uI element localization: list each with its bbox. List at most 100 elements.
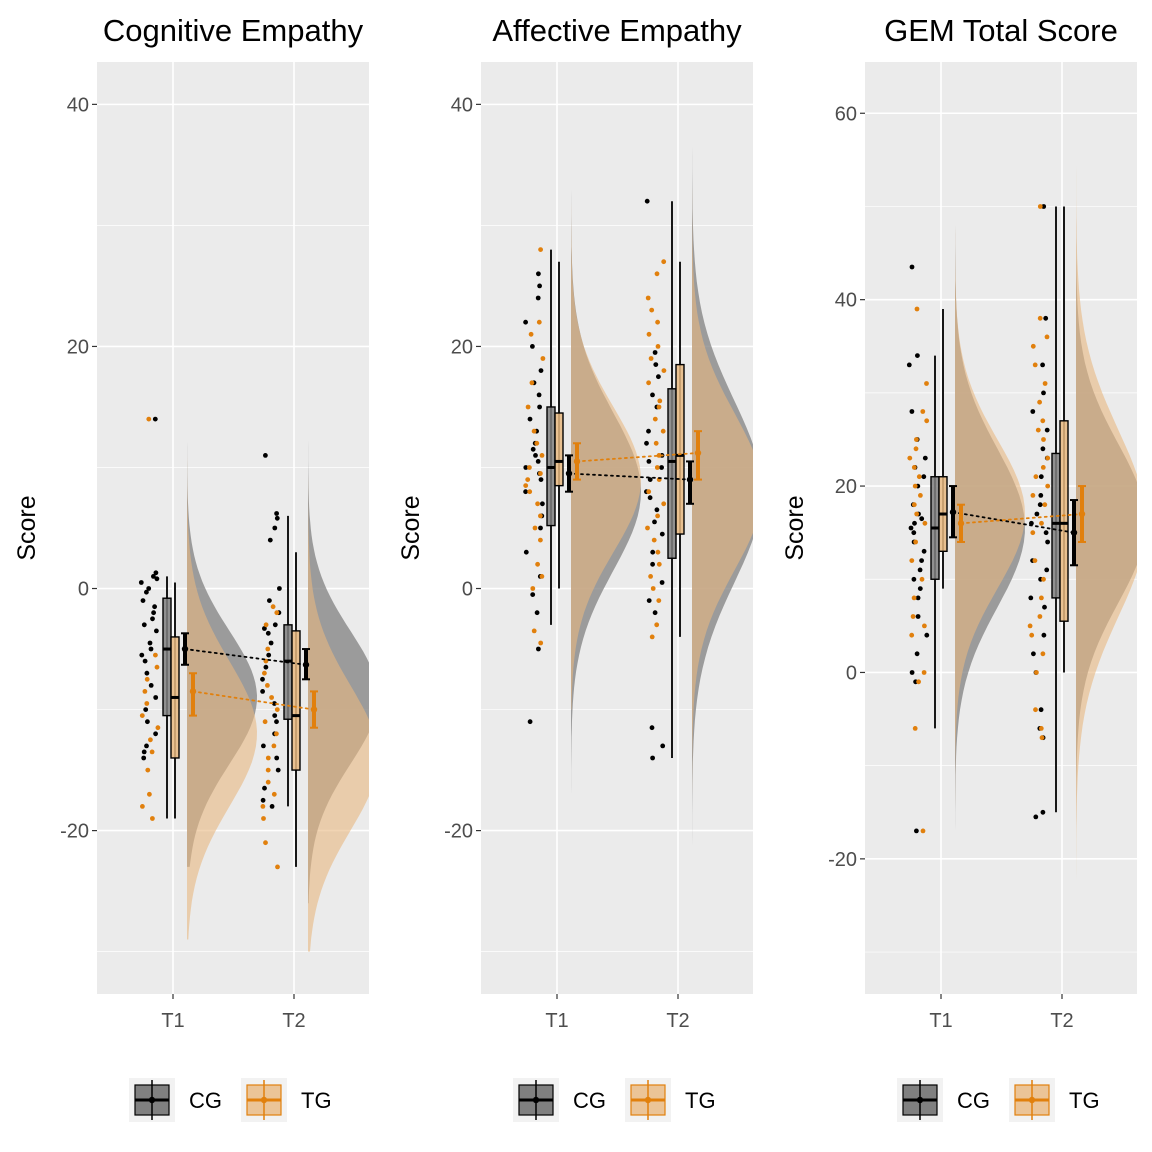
tg-data-point bbox=[540, 356, 546, 361]
mean-point bbox=[957, 520, 965, 527]
cg-data-point bbox=[653, 362, 659, 367]
cg-data-point bbox=[145, 719, 150, 725]
legend-label-cg: CG bbox=[957, 1088, 990, 1113]
cg-data-point bbox=[530, 592, 536, 597]
tg-data-point bbox=[528, 331, 534, 337]
tg-data-point bbox=[661, 368, 667, 373]
tg-data-point bbox=[532, 525, 538, 531]
cg-data-point bbox=[154, 628, 159, 634]
cg-data-point bbox=[536, 392, 542, 398]
tg-data-point bbox=[527, 489, 533, 495]
tg-data-point bbox=[262, 719, 268, 725]
cg-data-point bbox=[644, 440, 649, 446]
tg-data-point bbox=[655, 513, 660, 519]
legend-label-tg: TG bbox=[301, 1088, 332, 1113]
cg-mean-markers bbox=[565, 454, 694, 505]
box bbox=[162, 597, 172, 717]
tg-data-point bbox=[914, 437, 919, 442]
cg-data-point bbox=[269, 804, 275, 809]
tg-mean-connector bbox=[192, 690, 315, 711]
tg-data-point bbox=[265, 767, 271, 773]
tg-data-point bbox=[261, 816, 266, 821]
tg-boxplots bbox=[554, 261, 685, 637]
tg-data-point bbox=[661, 259, 667, 265]
tg-data-point bbox=[154, 664, 160, 670]
tg-data-point bbox=[147, 791, 152, 797]
cg-data-point bbox=[922, 455, 928, 461]
tg-density-cloud bbox=[308, 406, 369, 952]
tg-data-point bbox=[1044, 334, 1050, 340]
tg-data-point bbox=[657, 398, 663, 404]
cg-data-point bbox=[151, 610, 157, 616]
cg-data-point bbox=[1041, 390, 1046, 396]
tg-data-point bbox=[653, 440, 659, 446]
cg-data-point bbox=[1040, 809, 1046, 815]
tg-data-point bbox=[270, 604, 276, 610]
tg-data-point bbox=[918, 493, 923, 498]
cg-data-point bbox=[150, 616, 155, 622]
box bbox=[1059, 420, 1069, 622]
tg-data-point bbox=[1039, 735, 1045, 741]
tg-data-point bbox=[909, 558, 915, 563]
tg-data-point bbox=[648, 356, 654, 361]
cg-data-point bbox=[523, 549, 529, 555]
tg-data-point bbox=[652, 416, 658, 422]
tg-data-point bbox=[646, 331, 652, 337]
mean-point bbox=[686, 476, 694, 483]
cg-data-point bbox=[659, 531, 665, 537]
tg-data-point bbox=[920, 828, 926, 834]
cg-data-point bbox=[138, 580, 144, 585]
tg-data-point bbox=[265, 779, 271, 785]
y-axis-title: Score bbox=[781, 495, 809, 560]
mean-point bbox=[573, 458, 581, 465]
cg-data-point bbox=[274, 515, 280, 521]
tg-data-point bbox=[1042, 502, 1048, 508]
tg-data-point bbox=[1032, 558, 1038, 563]
cg-data-point bbox=[914, 828, 919, 834]
tg-data-point bbox=[911, 595, 917, 601]
tg-data-point bbox=[1032, 362, 1038, 368]
tg-data-point bbox=[656, 598, 662, 603]
tg-data-point bbox=[140, 804, 145, 809]
tg-data-point bbox=[660, 428, 666, 434]
tg-data-point bbox=[645, 295, 651, 301]
y-tick-label: -20 bbox=[828, 849, 857, 871]
cg-data-point bbox=[148, 646, 154, 652]
tg-data-point bbox=[914, 511, 920, 517]
cg-data-point bbox=[268, 640, 274, 646]
tg-data-point bbox=[654, 271, 660, 277]
cg-data-point bbox=[142, 658, 148, 664]
cg-data-point bbox=[909, 409, 915, 414]
legend-key-mean bbox=[260, 1096, 268, 1104]
cg-boxplots bbox=[930, 206, 1061, 813]
cg-data-point bbox=[272, 525, 278, 531]
cg-data-point bbox=[1041, 632, 1047, 638]
tg-data-point bbox=[913, 539, 918, 545]
cg-data-point bbox=[523, 489, 528, 495]
tg-data-point bbox=[527, 465, 532, 470]
tg-data-point bbox=[1041, 576, 1046, 582]
tg-data-point bbox=[1029, 632, 1035, 638]
cg-mean-markers bbox=[181, 632, 310, 681]
cg-data-point bbox=[527, 416, 533, 422]
tg-data-point bbox=[656, 453, 662, 458]
tg-data-point bbox=[271, 791, 277, 797]
legend-item-cg: CG bbox=[513, 1078, 606, 1122]
tg-data-point bbox=[531, 428, 537, 434]
tg-mean-markers bbox=[957, 485, 1086, 543]
mean-point bbox=[302, 661, 310, 668]
tg-data-point bbox=[529, 380, 535, 386]
tg-data-point bbox=[260, 804, 266, 809]
tg-data-point bbox=[150, 816, 155, 821]
cg-data-point bbox=[153, 570, 159, 576]
cg-data-point bbox=[647, 495, 653, 501]
y-tick-label: 40 bbox=[67, 94, 89, 116]
tg-data-point bbox=[1037, 399, 1042, 405]
tg-data-point bbox=[265, 646, 271, 652]
density-layer bbox=[955, 113, 1137, 953]
cg-data-point bbox=[660, 743, 666, 749]
tg-data-point bbox=[530, 586, 536, 591]
tg-data-point bbox=[656, 561, 662, 567]
cg-data-point bbox=[277, 586, 282, 591]
